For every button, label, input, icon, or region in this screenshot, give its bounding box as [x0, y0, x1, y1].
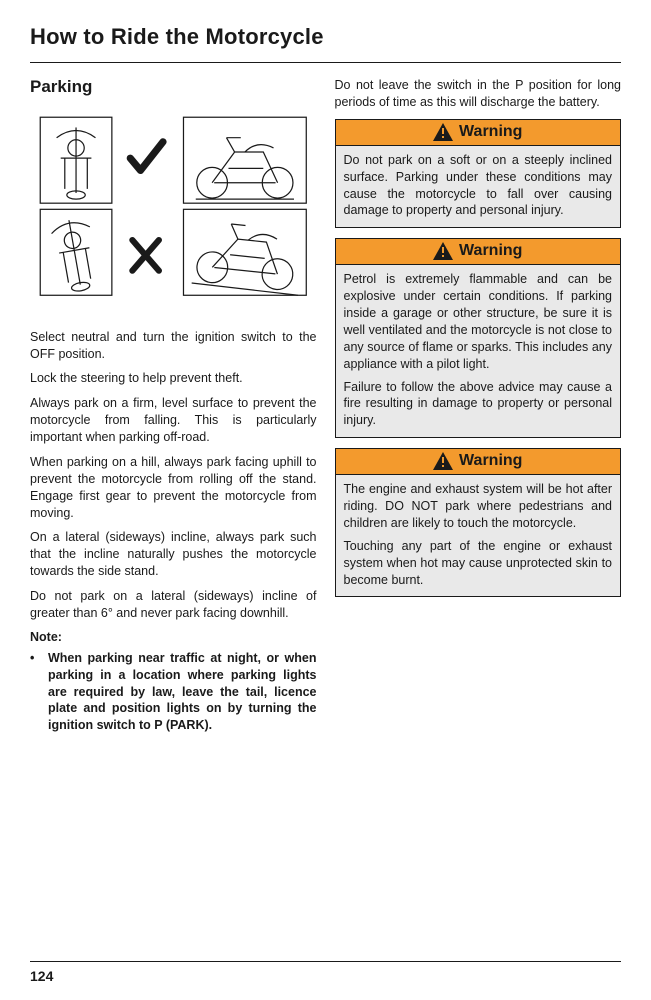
warning-title-1: Warning [459, 123, 522, 141]
warning-box-3: Warning The engine and exhaust system wi… [335, 448, 622, 597]
warning-body-2: Petrol is extremely flammable and can be… [336, 265, 621, 437]
warning-box-2: Warning Petrol is extremely flammable an… [335, 238, 622, 438]
right-intro: Do not leave the switch in the P positio… [335, 77, 622, 111]
right-column: Do not leave the switch in the P positio… [335, 77, 622, 734]
page-title: How to Ride the Motorcycle [30, 24, 621, 50]
warning-box-1: Warning Do not park on a soft or on a st… [335, 119, 622, 229]
parking-illustration [30, 107, 317, 312]
bullet-dot: • [30, 650, 48, 734]
para-6: Do not park on a lateral (sideways) incl… [30, 588, 317, 622]
warning-3-para-1: The engine and exhaust system will be ho… [344, 481, 613, 532]
para-4: When parking on a hill, always park faci… [30, 454, 317, 522]
section-heading-parking: Parking [30, 77, 317, 97]
para-1: Select neutral and turn the ignition swi… [30, 329, 317, 363]
para-5: On a lateral (sideways) incline, always … [30, 529, 317, 580]
page-number: 124 [30, 968, 53, 984]
warning-body-3: The engine and exhaust system will be ho… [336, 475, 621, 596]
warning-2-para-2: Failure to follow the above advice may c… [344, 379, 613, 430]
two-column-layout: Parking [30, 77, 621, 734]
warning-3-para-2: Touching any part of the engine or exhau… [344, 538, 613, 589]
warning-triangle-icon [433, 242, 453, 260]
warning-head-3: Warning [336, 449, 621, 475]
warning-2-para-1: Petrol is extremely flammable and can be… [344, 271, 613, 372]
warning-head-1: Warning [336, 120, 621, 146]
para-3: Always park on a firm, level surface to … [30, 395, 317, 446]
warning-triangle-icon [433, 452, 453, 470]
left-column: Parking [30, 77, 317, 734]
footer-rule [30, 961, 621, 962]
warning-1-para-1: Do not park on a soft or on a steeply in… [344, 152, 613, 220]
note-bullet-text: When parking near traffic at night, or w… [48, 650, 317, 734]
note-label: Note: [30, 630, 317, 644]
warning-title-2: Warning [459, 242, 522, 260]
title-rule [30, 62, 621, 63]
note-bullet: • When parking near traffic at night, or… [30, 650, 317, 734]
para-2: Lock the steering to help prevent theft. [30, 370, 317, 387]
warning-head-2: Warning [336, 239, 621, 265]
warning-title-3: Warning [459, 452, 522, 470]
warning-body-1: Do not park on a soft or on a steeply in… [336, 146, 621, 228]
warning-triangle-icon [433, 123, 453, 141]
